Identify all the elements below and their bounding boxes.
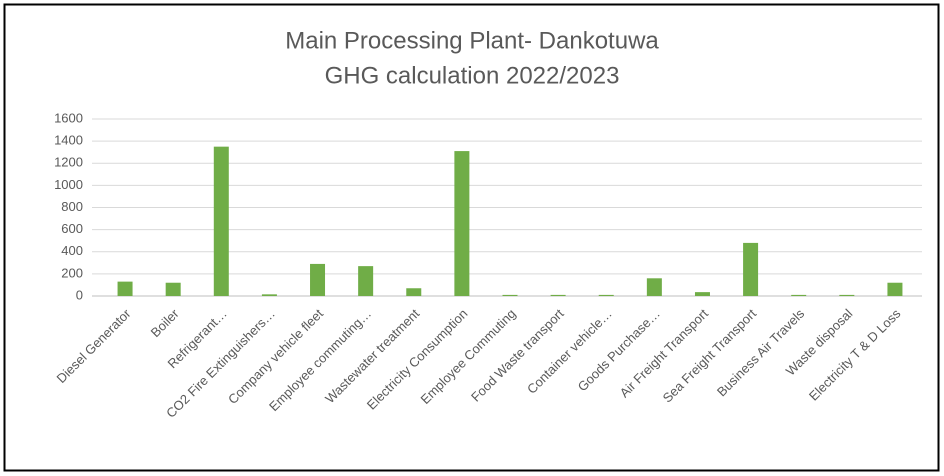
- y-tick-label: 1600: [54, 110, 83, 125]
- y-tick-label: 0: [76, 287, 83, 302]
- y-tick-label: 1400: [54, 133, 83, 148]
- y-tick-label: 1000: [54, 177, 83, 192]
- bar: [550, 294, 566, 296]
- bar: [646, 278, 662, 296]
- bar: [598, 294, 614, 296]
- bar: [213, 146, 229, 296]
- bar: [502, 294, 518, 296]
- bar: [839, 294, 855, 296]
- y-tick-label: 200: [61, 265, 83, 280]
- chart-title: GHG calculation 2022/2023: [325, 62, 620, 89]
- bar: [358, 266, 374, 296]
- bar: [887, 282, 903, 296]
- y-tick-label: 1200: [54, 155, 83, 170]
- bar: [261, 294, 277, 296]
- chart-title: Main Processing Plant- Dankotuwa: [285, 27, 659, 54]
- chart-border: [3, 3, 940, 472]
- y-tick-label: 400: [61, 243, 83, 258]
- bar: [406, 288, 422, 296]
- y-tick-label: 800: [61, 199, 83, 214]
- bar: [165, 282, 181, 296]
- bar: [791, 294, 807, 296]
- bar: [310, 263, 326, 296]
- y-tick-label: 600: [61, 221, 83, 236]
- bar: [117, 281, 133, 296]
- bar: [694, 292, 710, 296]
- bar: [454, 151, 470, 296]
- bar: [743, 242, 759, 296]
